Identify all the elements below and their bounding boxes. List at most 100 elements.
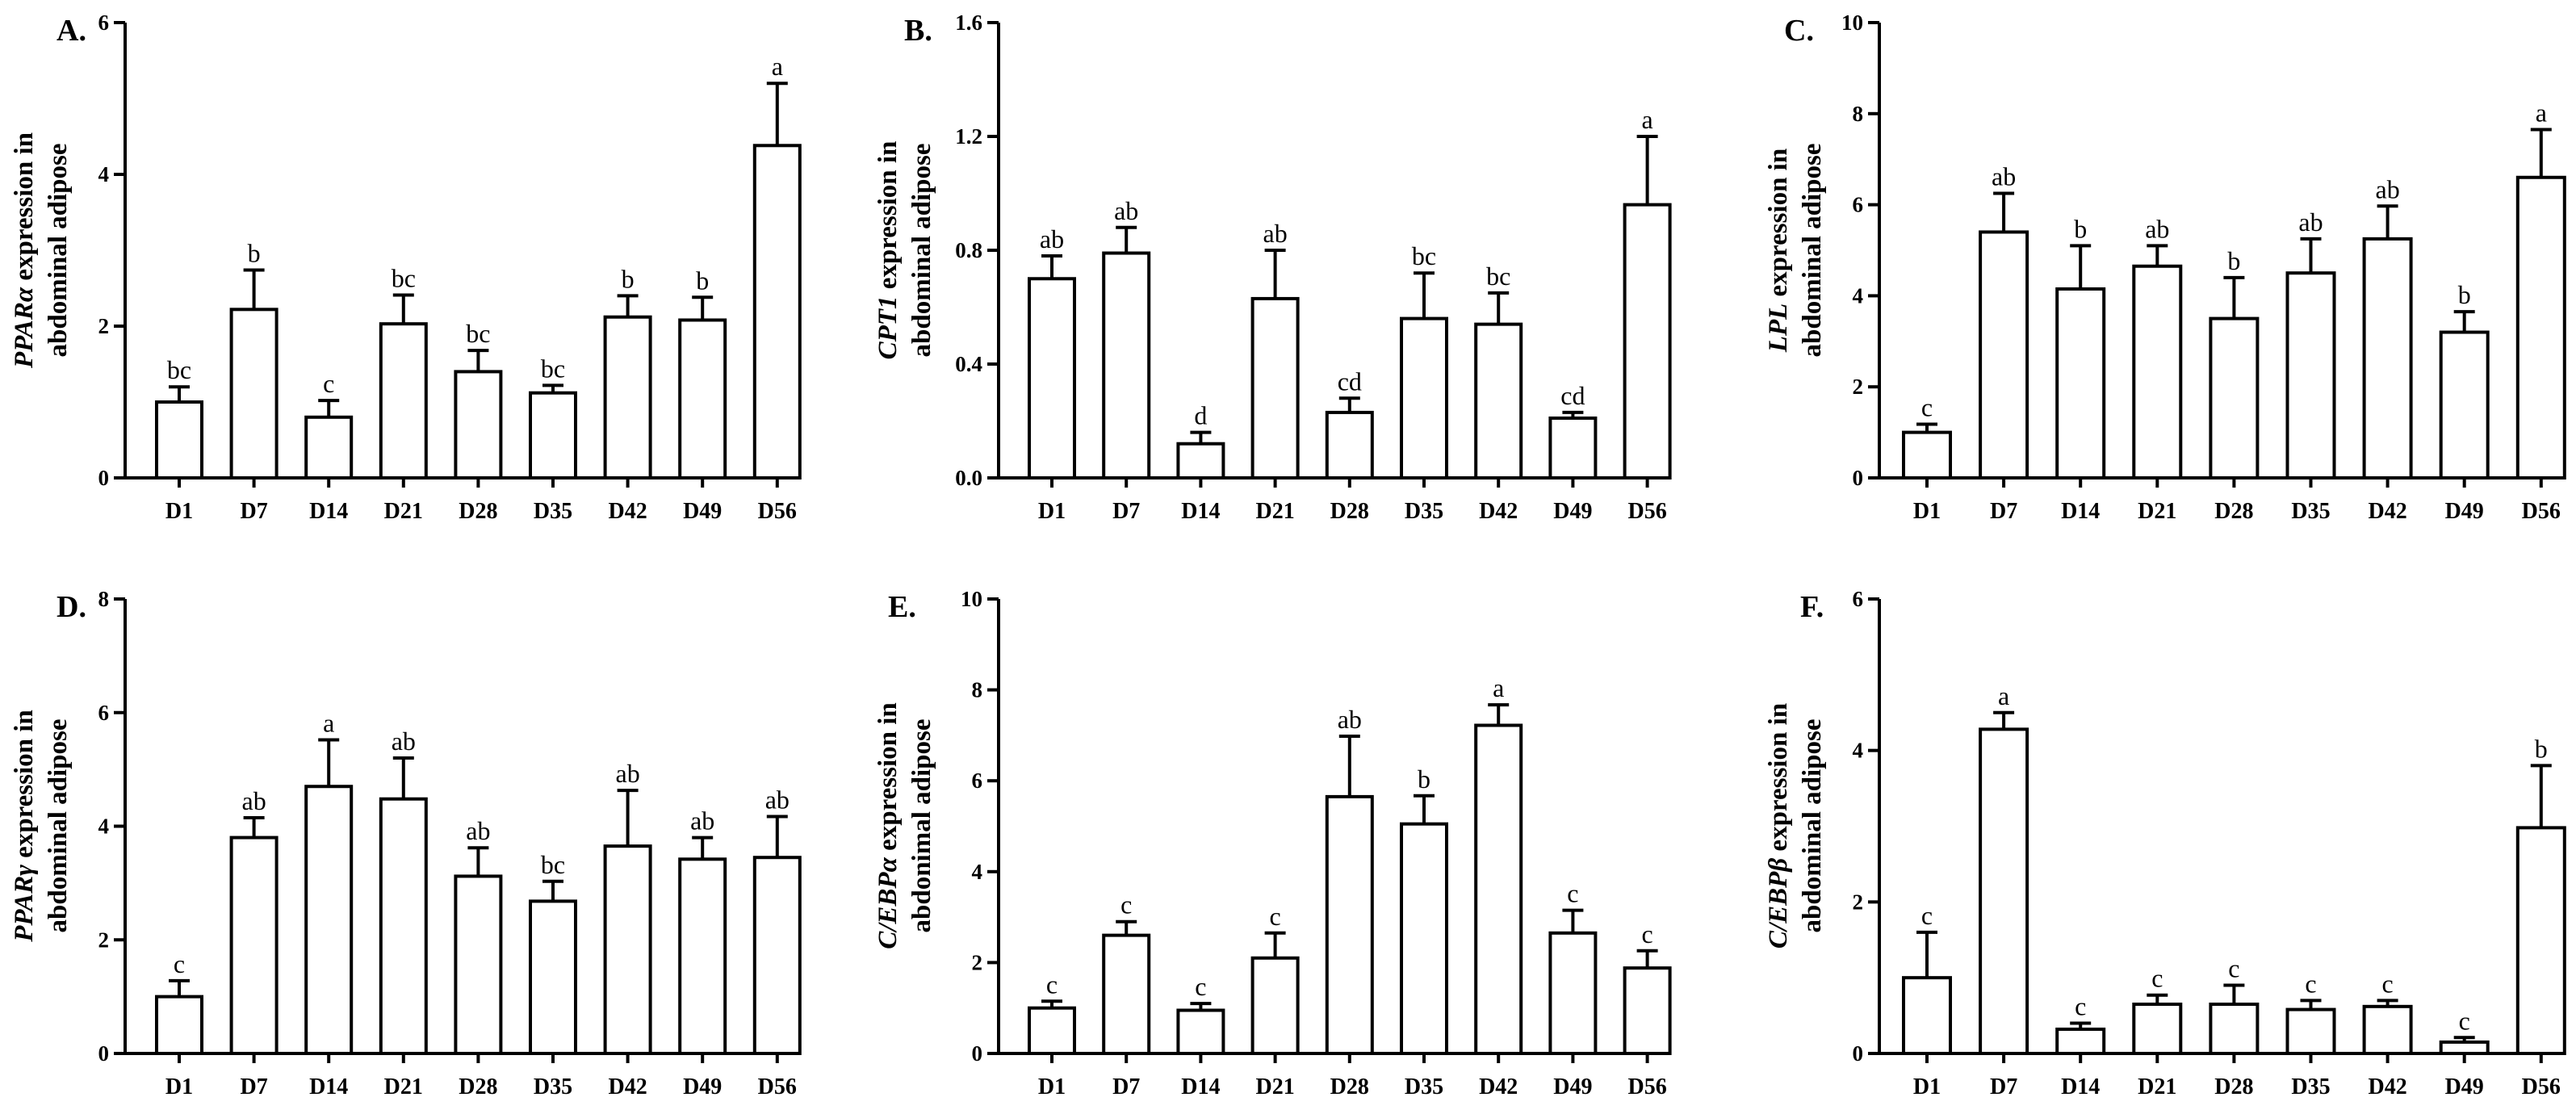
significance-label: cd	[1560, 381, 1585, 410]
y-tick-label: 0	[972, 1041, 983, 1066]
x-tick-label: D56	[1627, 499, 1666, 524]
bar-d42	[603, 844, 652, 1055]
significance-label: ab	[2145, 214, 2169, 243]
y-tick-label: 8	[972, 678, 983, 702]
x-tick-label: D21	[1255, 1074, 1294, 1099]
significance-label: ab	[1338, 705, 1362, 734]
chart-panel-e: E. 0 2 4 6 8 10 C/EBPα expression in abdonimal a…	[873, 587, 1672, 1099]
x-tick-label: D56	[758, 1074, 797, 1099]
bar-d42	[2362, 1004, 2413, 1056]
significance-label: c	[1567, 879, 1578, 908]
y-tick-label: 4	[1853, 739, 1864, 763]
y-axis-label-line1: CPT1 expression in	[873, 141, 903, 360]
bar-d35	[1400, 822, 1448, 1055]
x-tick-label: D56	[1627, 1074, 1666, 1099]
y-axis-label-line1-rest: expression in	[873, 141, 903, 296]
significance-label: ab	[392, 727, 416, 756]
bar-d7	[1102, 251, 1151, 480]
y-axis-label-line2: abdominal adipose	[44, 144, 73, 358]
bar-d35	[1400, 316, 1448, 480]
x-tick-label: D35	[2291, 1074, 2330, 1099]
y-axis-label-line1: LPL expression in	[1764, 149, 1793, 353]
x-tick-label: D7	[240, 1074, 267, 1099]
significance-label: ab	[466, 816, 490, 845]
bar-d35	[2285, 271, 2336, 480]
x-tick-label: D14	[309, 1074, 348, 1099]
bar-d1	[1028, 277, 1076, 480]
bar-d14	[2055, 1027, 2106, 1056]
bar-d1	[1902, 976, 1952, 1055]
y-axis-label: PPARα expression in abdominal adipose	[10, 132, 73, 369]
bar-d14	[304, 785, 354, 1055]
significance-label: b	[2458, 280, 2471, 309]
y-axis-label: C/EBPα expression in abdonimal adipose	[873, 702, 936, 949]
y-axis-label-line1: C/EBPα expression in	[873, 702, 903, 949]
bar-d35	[529, 899, 577, 1056]
x-tick-label: D1	[1913, 1074, 1941, 1099]
y-axis-label-line2: abdominal adipose	[1798, 144, 1827, 358]
x-tick-label: D35	[1405, 1074, 1443, 1099]
x-tick-label: D49	[1553, 1074, 1592, 1099]
significance-label: a	[1998, 681, 2009, 710]
y-tick-label: 0	[98, 1041, 110, 1066]
x-tick-label: D42	[1479, 1074, 1518, 1099]
significance-label: c	[174, 949, 185, 978]
y-tick-label: 4	[1853, 283, 1864, 308]
x-tick-label: D14	[1181, 1074, 1220, 1099]
y-tick-label: 8	[98, 587, 110, 611]
x-tick-label: D56	[2522, 499, 2561, 524]
significance-label: a	[1493, 673, 1504, 702]
panel-letter: E.	[888, 590, 916, 624]
x-tick-label: D35	[1405, 499, 1443, 524]
x-tick-label: D7	[1112, 499, 1140, 524]
x-tick-label: D28	[1330, 1074, 1369, 1099]
bar-d49	[2439, 1040, 2490, 1056]
y-axis-label-line2: abdominal adipose	[1798, 719, 1827, 933]
bar-d56	[1623, 966, 1672, 1056]
significance-label: c	[1921, 901, 1933, 930]
bar-d14	[304, 415, 354, 480]
y-tick-label: 2	[98, 928, 110, 952]
bar-d42	[603, 315, 652, 480]
significance-label: c	[2459, 1006, 2470, 1035]
y-axis-label-line1-rest: expression in	[10, 132, 39, 287]
bar-d1	[155, 400, 203, 480]
significance-label: b	[2227, 246, 2240, 275]
bar-d21	[1250, 956, 1300, 1056]
significance-label: ab	[765, 785, 790, 815]
y-tick-label: 2	[1853, 890, 1864, 914]
bar-d28	[1325, 794, 1374, 1056]
bar-d21	[379, 322, 428, 480]
x-tick-label: D28	[2214, 1074, 2253, 1099]
significance-label: ab	[1992, 162, 2016, 191]
significance-label: b	[1418, 764, 1430, 794]
significance-label: b	[696, 266, 709, 295]
x-tick-label: D49	[683, 1074, 722, 1099]
gene-name: CPT1	[873, 296, 903, 360]
y-tick-label: 4	[98, 815, 110, 839]
y-tick-label: 0.0	[955, 466, 982, 490]
significance-label: c	[1120, 890, 1132, 919]
x-tick-label: D42	[2368, 499, 2406, 524]
y-tick-label: 6	[1853, 587, 1864, 611]
bar-d49	[678, 857, 727, 1055]
y-tick-label: 2	[1853, 375, 1864, 399]
x-tick-label: D56	[2522, 1074, 2561, 1099]
x-tick-label: D49	[683, 499, 722, 524]
y-axis-label-line1: PPARα expression in	[10, 132, 39, 369]
significance-label: b	[2074, 214, 2087, 243]
bar-d1	[1028, 1006, 1076, 1055]
panel-letter: C.	[1784, 14, 1814, 48]
bar-d7	[229, 836, 279, 1055]
significance-label: bc	[1486, 262, 1510, 291]
y-axis-label-line1-rest: expression in	[10, 710, 39, 865]
significance-label: a	[772, 52, 783, 81]
significance-label: c	[323, 369, 334, 398]
bar-d49	[1548, 416, 1598, 480]
bar-d21	[1250, 296, 1300, 480]
x-tick-label: D28	[2214, 499, 2253, 524]
bar-d1	[1902, 430, 1952, 480]
significance-label: ab	[615, 759, 639, 788]
significance-label: c	[1641, 919, 1652, 949]
